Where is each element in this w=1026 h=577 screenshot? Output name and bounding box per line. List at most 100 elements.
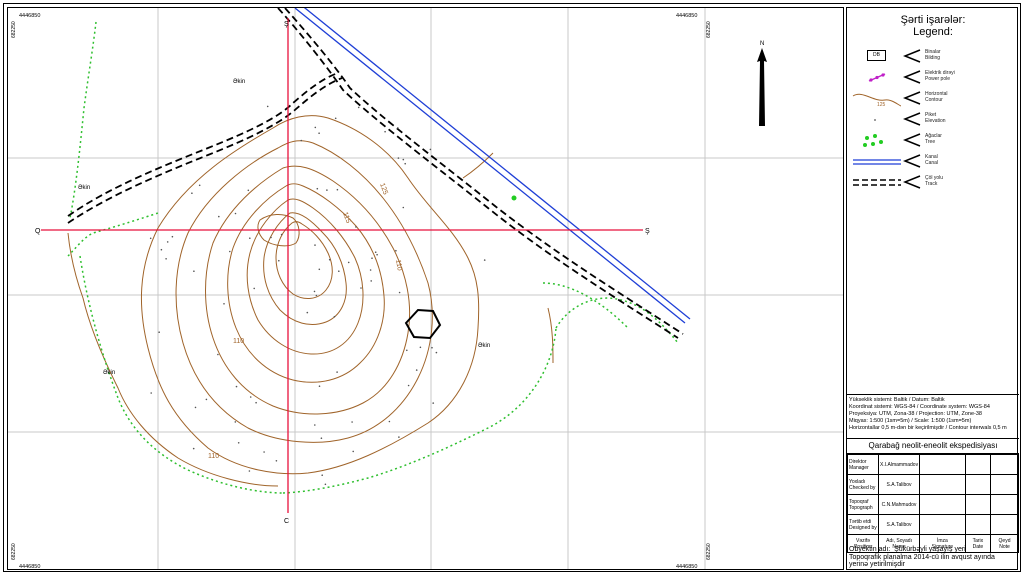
role-cell: Yoxladı Checked by <box>847 474 879 495</box>
pointer-icon <box>903 49 921 63</box>
elevation-point <box>395 249 397 252</box>
elevation-point <box>270 236 272 239</box>
elevation-point <box>255 401 257 404</box>
legend-item-canal: Kanal Canal <box>847 151 1019 173</box>
legend-item-tree: Ağaclar Tree <box>847 130 1019 152</box>
name-cell: S.A.Talibov <box>877 474 921 495</box>
elevation-points <box>149 105 486 486</box>
elevation-point <box>217 353 219 356</box>
elevation-point <box>432 402 435 404</box>
legend-item-power-pole: Elektrik dirəyi Power pole <box>847 67 1019 89</box>
elevation-point <box>334 117 337 120</box>
track-icon <box>853 179 901 186</box>
note-line: Proyeksiya: UTM, Zona-38 / Projection: U… <box>849 411 982 417</box>
elevation-point <box>326 189 328 191</box>
terrain-lines <box>67 152 554 487</box>
profile-lines <box>41 18 643 513</box>
elevation-point <box>191 192 193 194</box>
elevation-point <box>165 258 167 260</box>
object-line-2: Topoqrafik planalma 2014-cü ilin avqust … <box>849 554 995 561</box>
elevation-point <box>234 212 237 215</box>
profile-label-west: Q <box>35 228 41 235</box>
name-cell: S.A.Talibov <box>877 514 921 535</box>
object-label: Obyektin adı: <box>849 546 891 553</box>
pointer-icon <box>903 112 921 126</box>
elevation-point <box>150 392 152 394</box>
legend-text-az: Ağaclar <box>925 133 942 139</box>
object-name: Şükürbəyli yaşayış yeri <box>894 546 966 553</box>
elevation-point <box>166 241 169 243</box>
elevation-point <box>278 259 280 262</box>
elevation-point <box>205 398 208 401</box>
field-label: Əkin <box>103 370 115 376</box>
elevation-point <box>397 127 399 129</box>
coord-bottom-left: 4446850 <box>19 564 40 570</box>
elevation-point <box>194 406 197 409</box>
legend-text-az: Binalar <box>925 49 941 55</box>
contour-sample: 125 <box>877 102 886 108</box>
north-arrow: N <box>757 41 767 126</box>
legend-text-az: Horizontal <box>925 91 948 97</box>
legend-panel: Şərti işarələr: Legend: DB Binalar Bildin… <box>846 7 1019 570</box>
power-pole-icon <box>868 73 886 82</box>
legend-text-az: Kanal <box>925 154 938 160</box>
contour-labels: 125 115 110 110 110 <box>208 182 403 460</box>
contour-label: 125 <box>378 182 389 195</box>
pointer-icon <box>903 154 921 168</box>
role-cell: Topoqraf Topograph <box>847 494 879 515</box>
track-lines <box>67 8 684 339</box>
elevation-point <box>234 421 237 423</box>
contour-label: 110 <box>233 338 244 345</box>
building-sample: DB <box>867 50 886 61</box>
coord-top-right: 4446850 <box>676 13 697 19</box>
signature-row: Topoqraf Topograph C.N.Mahmudov <box>847 494 1019 515</box>
role-cell: Tərtib etdi Designed by <box>847 514 879 535</box>
note-line: Yükseklik sistemi: Baltik / Datum: Balti… <box>849 397 945 403</box>
elevation-point <box>357 106 360 109</box>
pointer-icon <box>903 91 921 105</box>
elevation-point <box>280 233 283 236</box>
elevation-point <box>324 483 327 486</box>
canal-line <box>294 8 691 324</box>
elevation-point <box>429 148 432 151</box>
north-arrow-icon <box>757 48 767 126</box>
elevation-point <box>263 451 265 453</box>
legend-title: Şərti işarələr: <box>900 14 966 26</box>
legend-item-track: Çöl yolu Track <box>847 172 1019 194</box>
elevation-point <box>253 287 255 290</box>
legend-text-en: Tree <box>925 139 936 145</box>
elevation-point <box>333 315 336 318</box>
elevation-point <box>315 294 318 297</box>
legend-text-en: Bilding <box>925 55 941 61</box>
legend-text-en: Track <box>925 181 938 187</box>
elevation-point <box>248 470 251 472</box>
contour-label: 110 <box>394 259 403 271</box>
legend-text-en: Canal <box>925 160 939 166</box>
elevation-point <box>318 385 321 388</box>
elevation-point <box>229 250 231 253</box>
map-canvas: 4446850 4446850 4446850 4446850 682250 6… <box>8 8 843 570</box>
elevation-point <box>314 244 316 246</box>
elevation-point <box>376 253 378 256</box>
elevation-point <box>149 237 152 240</box>
building-outline <box>404 308 442 340</box>
legend-text-az: Elektrik dirəyi <box>925 70 955 76</box>
elevation-point-icon <box>874 119 876 121</box>
canal-icon <box>853 159 901 165</box>
elevation-point <box>371 257 373 259</box>
coord-right-bottom: 682250 <box>706 543 712 560</box>
elevation-point <box>384 130 386 133</box>
object-name-line: Obyektin adı: Şükürbəyli yaşayış yeri <box>849 546 1017 554</box>
elevation-point <box>402 158 405 161</box>
north-label: N <box>760 41 764 47</box>
coord-left-top: 682250 <box>11 21 17 38</box>
elevation-point <box>314 424 316 426</box>
elevation-point <box>398 291 401 294</box>
legend-item-building: DB Binalar Bilding <box>847 46 1019 68</box>
coord-right-top: 682250 <box>706 21 712 38</box>
signature-row: Direktor Manager X.I.Almammadov <box>847 454 1019 475</box>
profile-label-north: Ş <box>284 21 289 28</box>
elevation-point <box>223 303 225 305</box>
header-cell: Vəzifə Position <box>847 534 879 553</box>
legend-text-az: Çöl yolu <box>925 175 944 181</box>
